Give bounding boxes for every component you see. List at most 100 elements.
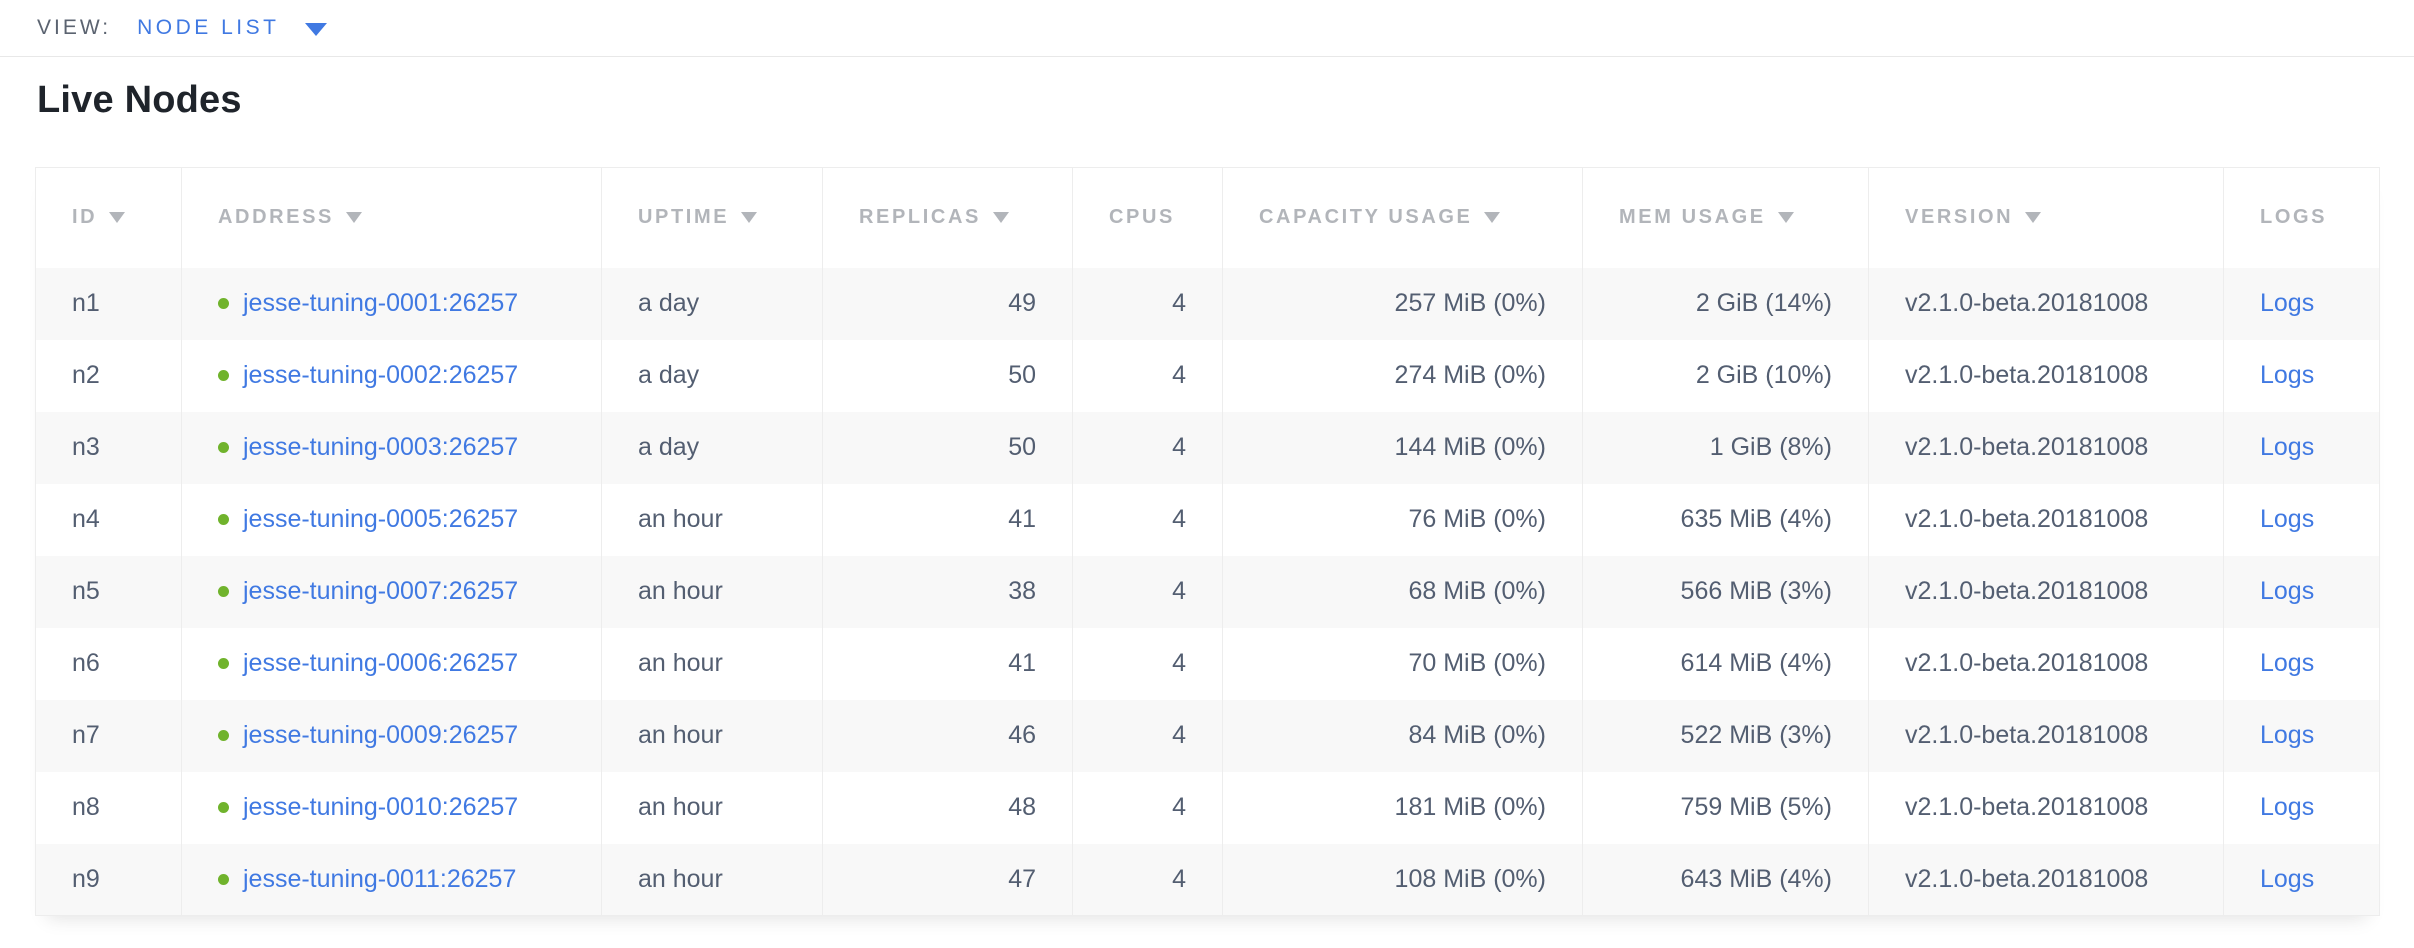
node-address-cell: jesse-tuning-0009:26257	[218, 721, 565, 750]
column-header-uptime[interactable]: UPTIME	[601, 167, 823, 268]
node-replicas-value: 38	[1008, 577, 1036, 605]
cell-capacity_usage: 68 MiB (0%)	[1222, 555, 1583, 628]
logs-link[interactable]: Logs	[2260, 505, 2315, 533]
node-uptime-value: a day	[638, 289, 700, 317]
node-address-link[interactable]: jesse-tuning-0001:26257	[243, 289, 519, 317]
cell-cpus: 4	[1072, 771, 1223, 844]
cell-id: n4	[35, 483, 182, 556]
cell-address: jesse-tuning-0010:26257	[181, 771, 602, 844]
view-label: VIEW:	[37, 16, 112, 39]
node-uptime-value: an hour	[638, 864, 723, 893]
node-address-link[interactable]: jesse-tuning-0006:26257	[243, 649, 519, 677]
node-version-value: v2.1.0-beta.20181008	[1905, 361, 2149, 389]
logs-link[interactable]: Logs	[2260, 864, 2315, 893]
cell-cpus: 4	[1072, 267, 1223, 340]
cell-version: v2.1.0-beta.20181008	[1868, 411, 2224, 484]
logs-link[interactable]: Logs	[2260, 289, 2315, 317]
cell-replicas: 41	[822, 627, 1073, 700]
cell-replicas: 46	[822, 699, 1073, 772]
cell-logs: Logs	[2223, 627, 2380, 700]
cell-logs: Logs	[2223, 843, 2380, 916]
node-address-link[interactable]: jesse-tuning-0003:26257	[243, 433, 519, 461]
cell-uptime: an hour	[601, 771, 823, 844]
logs-link[interactable]: Logs	[2260, 793, 2315, 821]
node-address-cell: jesse-tuning-0003:26257	[218, 433, 565, 462]
node-address-cell: jesse-tuning-0006:26257	[218, 649, 565, 678]
table-row: n7 jesse-tuning-0009:26257 an hour 46 4 84 Mi…	[35, 699, 2380, 772]
view-selected-value[interactable]: NODE LIST	[137, 16, 280, 39]
node-address-cell: jesse-tuning-0007:26257	[218, 577, 565, 606]
column-header-address[interactable]: ADDRESS	[181, 167, 602, 268]
logs-link[interactable]: Logs	[2260, 433, 2315, 461]
node-cpus-value: 4	[1172, 577, 1186, 605]
column-header-label: ADDRESS	[218, 206, 334, 229]
node-mem_usage-value: 566 MiB (3%)	[1680, 577, 1832, 605]
cell-id: n3	[35, 411, 182, 484]
node-address-link[interactable]: jesse-tuning-0002:26257	[243, 361, 519, 389]
table-row: n4 jesse-tuning-0005:26257 an hour 41 4 76 Mi…	[35, 483, 2380, 556]
table-row: n2 jesse-tuning-0002:26257 a day 50 4 274 MiB…	[35, 339, 2380, 412]
sort-desc-icon	[1777, 212, 1794, 224]
node-address-link[interactable]: jesse-tuning-0009:26257	[243, 721, 519, 749]
cell-replicas: 47	[822, 843, 1073, 916]
cell-address: jesse-tuning-0007:26257	[181, 555, 602, 628]
cell-mem_usage: 2 GiB (14%)	[1582, 267, 1869, 340]
node-status-live-dot-icon	[218, 873, 229, 885]
node-cpus-value: 4	[1172, 361, 1186, 389]
node-mem_usage-value: 614 MiB (4%)	[1680, 649, 1832, 677]
node-replicas-value: 50	[1008, 361, 1036, 389]
cell-id: n5	[35, 555, 182, 628]
node-status-live-dot-icon	[218, 442, 229, 453]
cell-logs: Logs	[2223, 483, 2380, 556]
node-capacity_usage-value: 144 MiB (0%)	[1394, 433, 1546, 461]
column-header-label: UPTIME	[638, 206, 730, 229]
node-id-value: n6	[72, 649, 100, 677]
node-status-live-dot-icon	[218, 586, 229, 597]
cell-address: jesse-tuning-0001:26257	[181, 267, 602, 340]
column-header-replicas[interactable]: REPLICAS	[822, 167, 1073, 268]
live-nodes-table-container: ID ADDRESS UPTIME REPLICAS CPUS CAPACITY USAG…	[35, 167, 2380, 916]
cell-logs: Logs	[2223, 411, 2380, 484]
node-address-link[interactable]: jesse-tuning-0007:26257	[243, 577, 519, 605]
column-header-id[interactable]: ID	[35, 167, 182, 268]
table-row: n5 jesse-tuning-0007:26257 an hour 38 4 68 Mi…	[35, 555, 2380, 628]
cell-capacity_usage: 144 MiB (0%)	[1222, 411, 1583, 484]
node-id-value: n4	[72, 505, 100, 533]
cell-logs: Logs	[2223, 267, 2380, 340]
node-cpus-value: 4	[1172, 433, 1186, 461]
node-address-link[interactable]: jesse-tuning-0010:26257	[243, 793, 519, 821]
cell-replicas: 50	[822, 339, 1073, 412]
logs-link[interactable]: Logs	[2260, 577, 2315, 605]
column-header-version[interactable]: VERSION	[1868, 167, 2224, 268]
node-capacity_usage-value: 76 MiB (0%)	[1408, 505, 1546, 533]
live-nodes-table: ID ADDRESS UPTIME REPLICAS CPUS CAPACITY USAG…	[35, 167, 2380, 916]
node-address-cell: jesse-tuning-0010:26257	[218, 793, 565, 822]
cell-id: n2	[35, 339, 182, 412]
column-header-mem_usage[interactable]: MEM USAGE	[1582, 167, 1869, 268]
cell-mem_usage: 759 MiB (5%)	[1582, 771, 1869, 844]
cell-replicas: 41	[822, 483, 1073, 556]
logs-link[interactable]: Logs	[2260, 721, 2315, 749]
node-replicas-value: 41	[1008, 649, 1036, 677]
cell-address: jesse-tuning-0005:26257	[181, 483, 602, 556]
node-address-cell: jesse-tuning-0005:26257	[218, 505, 565, 534]
table-row: n1 jesse-tuning-0001:26257 a day 49 4 257 MiB…	[35, 267, 2380, 340]
column-header-cpus: CPUS	[1072, 167, 1223, 268]
node-mem_usage-value: 635 MiB (4%)	[1680, 505, 1832, 533]
view-dropdown[interactable]: NODE LIST	[111, 16, 328, 40]
node-status-live-dot-icon	[218, 802, 229, 813]
node-replicas-value: 46	[1008, 721, 1036, 749]
node-status-live-dot-icon	[218, 658, 229, 669]
cell-uptime: an hour	[601, 843, 823, 916]
cell-mem_usage: 566 MiB (3%)	[1582, 555, 1869, 628]
node-address-link[interactable]: jesse-tuning-0011:26257	[243, 864, 517, 893]
logs-link[interactable]: Logs	[2260, 361, 2315, 389]
cell-cpus: 4	[1072, 627, 1223, 700]
node-uptime-value: an hour	[638, 505, 723, 533]
column-header-capacity_usage[interactable]: CAPACITY USAGE	[1222, 167, 1583, 268]
chevron-down-icon[interactable]	[305, 23, 328, 36]
node-uptime-value: an hour	[638, 793, 723, 821]
node-address-link[interactable]: jesse-tuning-0005:26257	[243, 505, 519, 533]
logs-link[interactable]: Logs	[2260, 649, 2315, 677]
cell-mem_usage: 635 MiB (4%)	[1582, 483, 1869, 556]
